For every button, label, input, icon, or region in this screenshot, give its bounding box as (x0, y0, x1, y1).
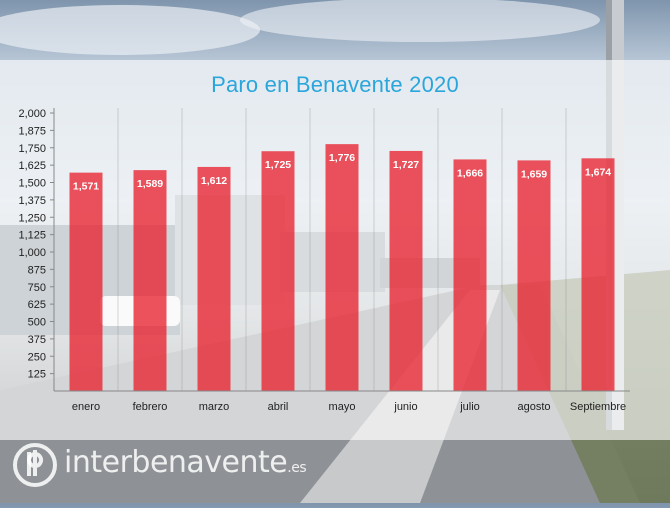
y-tick-label: 1,875 (18, 125, 46, 137)
x-tick-label: abril (268, 401, 289, 413)
ib-circle-logo-icon (13, 443, 57, 487)
data-label: 1,674 (585, 166, 611, 178)
data-label: 1,571 (73, 181, 99, 193)
bars (69, 144, 615, 391)
y-tick-label: 875 (28, 264, 46, 276)
data-label: 1,659 (521, 168, 547, 180)
bar-abril (261, 151, 295, 391)
y-tick-label: 1,250 (18, 212, 46, 224)
data-label: 1,666 (457, 167, 483, 179)
x-axis: enero febrero marzo abril mayo junio julio agos… (54, 390, 630, 413)
footer-band (0, 440, 670, 503)
y-tick-label: 375 (28, 334, 46, 346)
x-tick-label: agosto (517, 401, 550, 413)
y-tick-label: 1,000 (18, 247, 46, 259)
x-tick-label: febrero (133, 401, 168, 413)
y-tick-label: 625 (28, 299, 46, 311)
bar-septiembre (581, 158, 615, 391)
x-tick-label: junio (393, 401, 417, 413)
bar-febrero (133, 170, 167, 391)
data-label: 1,727 (393, 159, 419, 171)
y-tick-label: 750 (28, 282, 46, 294)
brand-watermark: interbenavente.es (64, 445, 307, 480)
y-tick-label: 1,500 (18, 178, 46, 190)
chart-title: Paro en Benavente 2020 (211, 72, 459, 97)
bar-mayo (325, 144, 359, 391)
y-tick-label: 250 (28, 351, 46, 363)
y-tick-label: 2,000 (18, 108, 46, 120)
data-label: 1,612 (201, 175, 227, 187)
data-labels: 1,571 1,589 1,612 1,725 1,776 1,727 1,666 1,659… (73, 152, 611, 192)
data-label: 1,776 (329, 152, 355, 164)
x-tick-label: enero (72, 401, 100, 413)
bar-julio (453, 159, 487, 391)
bar-agosto (517, 160, 551, 391)
y-tick-label: 1,750 (18, 143, 46, 155)
brand-name: interbenavente (64, 445, 288, 480)
y-axis: 125 250 375 500 625 750 875 1,000 1,125 1,250 1,37… (18, 108, 55, 391)
x-tick-label: Septiembre (570, 401, 626, 413)
y-tick-label: 1,625 (18, 160, 46, 172)
bar-marzo (197, 166, 231, 391)
x-tick-label: mayo (329, 401, 356, 413)
data-label: 1,589 (137, 178, 163, 190)
x-tick-label: julio (459, 401, 480, 413)
data-label: 1,725 (265, 159, 291, 171)
x-tick-label: marzo (199, 401, 230, 413)
y-tick-label: 1,125 (18, 230, 46, 242)
bar-junio (389, 150, 423, 391)
gridlines (117, 108, 567, 391)
y-tick-label: 125 (28, 369, 46, 381)
brand-suffix: .es (287, 460, 307, 476)
bar-enero (69, 172, 103, 391)
y-tick-label: 1,375 (18, 195, 46, 207)
y-tick-label: 500 (28, 317, 46, 329)
